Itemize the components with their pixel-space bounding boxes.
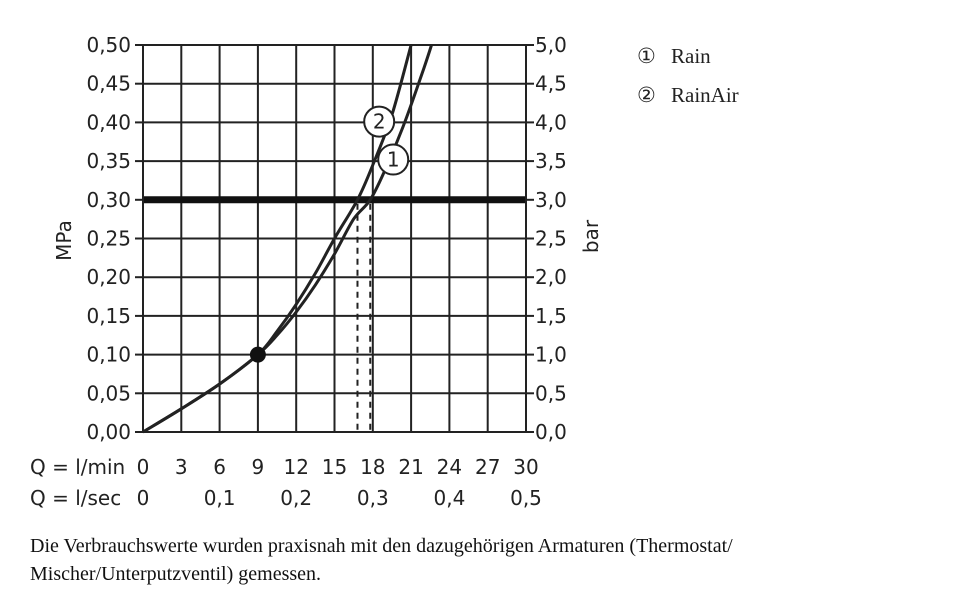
y-right-tick-label: 3,5: [535, 149, 567, 173]
y-right-tick-label: 2,0: [535, 265, 567, 289]
y-right-tick-label: 1,5: [535, 304, 567, 328]
y-right-tick-label: 4,5: [535, 72, 567, 96]
x-primary-tick-label: 9: [252, 455, 265, 479]
x-primary-tick-label: 18: [360, 455, 385, 479]
legend-label: Rain: [671, 44, 711, 68]
legend-symbol: ②: [637, 83, 656, 107]
labels: 0,000,050,100,150,200,250,300,350,400,45…: [30, 33, 603, 510]
x-secondary-tick-label: 0,5: [510, 486, 542, 510]
x-primary-tick-label: 21: [398, 455, 423, 479]
x-primary-tick-label: 3: [175, 455, 188, 479]
y-right-tick-label: 1,0: [535, 343, 567, 367]
y-left-tick-label: 0,35: [86, 149, 131, 173]
x-primary-tick-label: 24: [437, 455, 462, 479]
y-left-tick-label: 0,40: [86, 110, 131, 134]
y-right-tick-label: 4,0: [535, 110, 567, 134]
x-secondary-tick-label: 0,3: [357, 486, 389, 510]
y-right-tick-label: 5,0: [535, 33, 567, 57]
legend-symbol: ①: [637, 44, 656, 68]
y-left-tick-label: 0,25: [86, 227, 131, 251]
x-primary-tick-label: 15: [322, 455, 347, 479]
y-right-axis-title: bar: [579, 219, 603, 253]
legend-label: RainAir: [671, 83, 739, 107]
x-secondary-tick-label: 0,2: [280, 486, 312, 510]
x-secondary-axis-title: Q = l/sec: [30, 486, 121, 510]
caption: Die Verbrauchswerte wurden praxisnah mit…: [30, 532, 930, 588]
x-secondary-tick-label: 0: [137, 486, 150, 510]
x-secondary-tick-label: 0,1: [204, 486, 236, 510]
caption-line-2: Mischer/Unterputzventil) gemessen.: [30, 563, 322, 585]
x-primary-tick-label: 30: [513, 455, 538, 479]
y-left-axis-title: MPa: [52, 220, 76, 261]
y-right-tick-label: 0,5: [535, 381, 567, 405]
x-primary-tick-label: 27: [475, 455, 500, 479]
y-right-tick-label: 3,0: [535, 188, 567, 212]
y-right-tick-label: 0,0: [535, 420, 567, 444]
series-marker-circle-rain: [377, 143, 410, 176]
caption-line-1: Die Verbrauchswerte wurden praxisnah mit…: [30, 535, 733, 557]
y-right-tick-label: 2,5: [535, 227, 567, 251]
axes: [135, 44, 534, 433]
x-primary-axis-title: Q = l/min: [30, 455, 125, 479]
y-left-tick-label: 0,05: [86, 381, 131, 405]
x-primary-tick-label: 6: [213, 455, 226, 479]
y-left-tick-label: 0,50: [86, 33, 131, 57]
series-line-rainair: [142, 44, 413, 434]
x-primary-tick-label: 12: [283, 455, 308, 479]
series-marker-label-rainair: 2: [373, 110, 386, 134]
y-left-tick-label: 0,00: [86, 420, 131, 444]
plot-area: 12: [142, 44, 526, 434]
series-marker-circle-rainair: [363, 105, 396, 138]
y-left-tick-label: 0,30: [86, 188, 131, 212]
series-marker-label-rain: 1: [387, 148, 400, 172]
x-primary-tick-label: 0: [137, 455, 150, 479]
common-point: [249, 346, 266, 363]
x-secondary-tick-label: 0,4: [433, 486, 465, 510]
y-left-tick-label: 0,20: [86, 265, 131, 289]
y-left-tick-label: 0,45: [86, 72, 131, 96]
y-left-tick-label: 0,15: [86, 304, 131, 328]
legend: ① Rain ② RainAir: [637, 44, 739, 107]
y-left-tick-label: 0,10: [86, 343, 131, 367]
